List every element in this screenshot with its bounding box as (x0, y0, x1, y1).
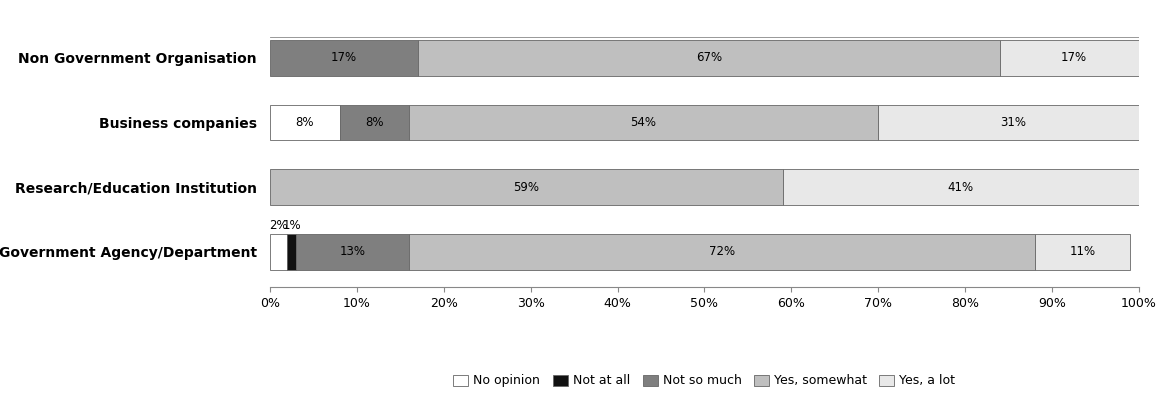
Bar (270, 170, 783, 205)
Bar (878, 105, 1147, 140)
Text: 17%: 17% (331, 51, 357, 65)
Text: 8%: 8% (365, 116, 384, 129)
Bar (270, 105, 339, 140)
Legend: No opinion, Not at all, Not so much, Yes, somewhat, Yes, a lot: No opinion, Not at all, Not so much, Yes… (448, 369, 960, 393)
Bar (418, 40, 1000, 76)
Bar (270, 40, 418, 76)
Text: 2%: 2% (269, 219, 288, 232)
Text: 59%: 59% (513, 181, 539, 194)
Text: 41%: 41% (947, 181, 973, 194)
Bar (409, 105, 878, 140)
Bar (288, 234, 296, 269)
Bar (270, 234, 288, 269)
Bar (783, 170, 1139, 205)
Text: 31%: 31% (1000, 116, 1026, 129)
Bar (409, 234, 1034, 269)
Bar (296, 234, 409, 269)
Text: 72%: 72% (709, 245, 735, 258)
Text: 67%: 67% (696, 51, 722, 65)
Text: 54%: 54% (630, 116, 656, 129)
Text: 8%: 8% (296, 116, 313, 129)
Text: 11%: 11% (1070, 245, 1095, 258)
Text: 1%: 1% (283, 219, 301, 232)
Bar (1000, 40, 1147, 76)
Text: 17%: 17% (1060, 51, 1087, 65)
Bar (1034, 234, 1131, 269)
Text: 13%: 13% (339, 245, 365, 258)
Bar (339, 105, 409, 140)
